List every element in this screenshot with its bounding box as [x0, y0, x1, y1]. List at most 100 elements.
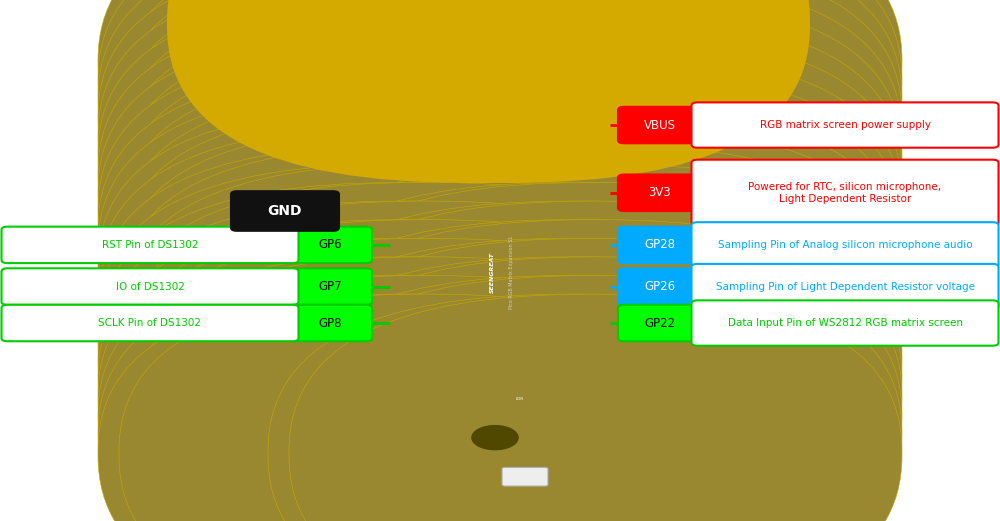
FancyBboxPatch shape — [268, 257, 881, 521]
FancyBboxPatch shape — [618, 175, 702, 211]
FancyBboxPatch shape — [119, 276, 732, 521]
Text: Sampling Pin of Analog silicon microphone audio: Sampling Pin of Analog silicon microphon… — [718, 240, 972, 250]
FancyBboxPatch shape — [268, 52, 881, 370]
FancyBboxPatch shape — [289, 33, 902, 352]
FancyBboxPatch shape — [502, 467, 548, 486]
Circle shape — [566, 38, 610, 61]
Text: RGB matrix screen power supply: RGB matrix screen power supply — [760, 120, 930, 130]
FancyBboxPatch shape — [119, 164, 732, 482]
FancyBboxPatch shape — [268, 276, 881, 521]
FancyBboxPatch shape — [289, 182, 902, 501]
FancyBboxPatch shape — [268, 0, 881, 222]
FancyBboxPatch shape — [268, 108, 881, 426]
Text: GP26: GP26 — [644, 280, 676, 293]
FancyBboxPatch shape — [692, 160, 998, 226]
Circle shape — [461, 420, 529, 455]
FancyBboxPatch shape — [692, 103, 998, 148]
FancyBboxPatch shape — [289, 164, 902, 482]
FancyBboxPatch shape — [268, 182, 881, 501]
FancyBboxPatch shape — [167, 0, 774, 183]
FancyBboxPatch shape — [98, 220, 711, 521]
FancyBboxPatch shape — [268, 15, 881, 333]
FancyBboxPatch shape — [289, 0, 902, 278]
Circle shape — [581, 46, 595, 53]
FancyBboxPatch shape — [289, 201, 902, 519]
FancyBboxPatch shape — [268, 294, 881, 521]
FancyBboxPatch shape — [119, 108, 732, 426]
FancyBboxPatch shape — [618, 227, 702, 263]
FancyBboxPatch shape — [119, 0, 732, 222]
Circle shape — [574, 42, 602, 57]
FancyBboxPatch shape — [98, 127, 711, 445]
Circle shape — [566, 460, 610, 483]
FancyBboxPatch shape — [288, 268, 372, 305]
FancyBboxPatch shape — [2, 305, 298, 341]
FancyBboxPatch shape — [98, 294, 711, 521]
Text: LDR: LDR — [516, 396, 524, 401]
Circle shape — [453, 416, 537, 460]
Text: MIC: MIC — [586, 58, 594, 62]
FancyBboxPatch shape — [119, 257, 732, 521]
FancyBboxPatch shape — [289, 0, 902, 222]
FancyBboxPatch shape — [119, 294, 732, 521]
FancyBboxPatch shape — [203, 0, 810, 183]
FancyBboxPatch shape — [289, 52, 902, 370]
FancyBboxPatch shape — [268, 127, 881, 445]
FancyBboxPatch shape — [98, 90, 711, 408]
FancyBboxPatch shape — [119, 0, 732, 240]
FancyBboxPatch shape — [382, 22, 618, 504]
FancyBboxPatch shape — [268, 0, 881, 296]
FancyBboxPatch shape — [268, 164, 881, 482]
FancyBboxPatch shape — [289, 145, 902, 464]
FancyBboxPatch shape — [268, 201, 881, 519]
Text: GP22: GP22 — [644, 317, 676, 329]
FancyBboxPatch shape — [119, 238, 732, 521]
FancyBboxPatch shape — [268, 90, 881, 408]
FancyBboxPatch shape — [98, 71, 711, 389]
FancyBboxPatch shape — [98, 33, 711, 352]
FancyBboxPatch shape — [98, 164, 711, 482]
FancyBboxPatch shape — [119, 90, 732, 408]
FancyBboxPatch shape — [119, 201, 732, 519]
Circle shape — [581, 468, 595, 475]
FancyBboxPatch shape — [125, 23, 765, 365]
FancyBboxPatch shape — [98, 0, 711, 315]
FancyBboxPatch shape — [195, 301, 813, 521]
FancyBboxPatch shape — [119, 33, 732, 352]
FancyBboxPatch shape — [98, 276, 711, 521]
FancyBboxPatch shape — [288, 305, 372, 341]
FancyBboxPatch shape — [289, 90, 902, 408]
FancyBboxPatch shape — [268, 0, 881, 315]
FancyBboxPatch shape — [268, 0, 881, 259]
FancyBboxPatch shape — [119, 15, 732, 333]
FancyBboxPatch shape — [98, 257, 711, 521]
Text: GP7: GP7 — [318, 280, 342, 293]
FancyBboxPatch shape — [98, 0, 711, 296]
FancyBboxPatch shape — [289, 0, 902, 240]
FancyBboxPatch shape — [618, 305, 702, 341]
FancyBboxPatch shape — [231, 191, 339, 231]
FancyBboxPatch shape — [119, 0, 732, 315]
FancyBboxPatch shape — [268, 220, 881, 521]
FancyBboxPatch shape — [119, 52, 732, 370]
FancyBboxPatch shape — [98, 15, 711, 333]
FancyBboxPatch shape — [2, 227, 298, 263]
Text: GP8: GP8 — [318, 317, 342, 329]
FancyBboxPatch shape — [618, 107, 702, 143]
Text: GP28: GP28 — [644, 239, 676, 251]
FancyBboxPatch shape — [98, 52, 711, 370]
Circle shape — [398, 42, 426, 57]
Circle shape — [390, 460, 434, 483]
FancyBboxPatch shape — [98, 0, 711, 259]
Text: SEENGREAT: SEENGREAT — [490, 252, 494, 293]
FancyBboxPatch shape — [119, 220, 732, 521]
Text: Data Input Pin of WS2812 RGB matrix screen: Data Input Pin of WS2812 RGB matrix scre… — [728, 318, 962, 328]
FancyBboxPatch shape — [268, 33, 881, 352]
FancyBboxPatch shape — [289, 127, 902, 445]
FancyBboxPatch shape — [289, 71, 902, 389]
FancyBboxPatch shape — [119, 71, 732, 389]
FancyBboxPatch shape — [289, 276, 902, 521]
FancyBboxPatch shape — [288, 227, 372, 263]
FancyBboxPatch shape — [98, 238, 711, 521]
FancyBboxPatch shape — [289, 294, 902, 521]
